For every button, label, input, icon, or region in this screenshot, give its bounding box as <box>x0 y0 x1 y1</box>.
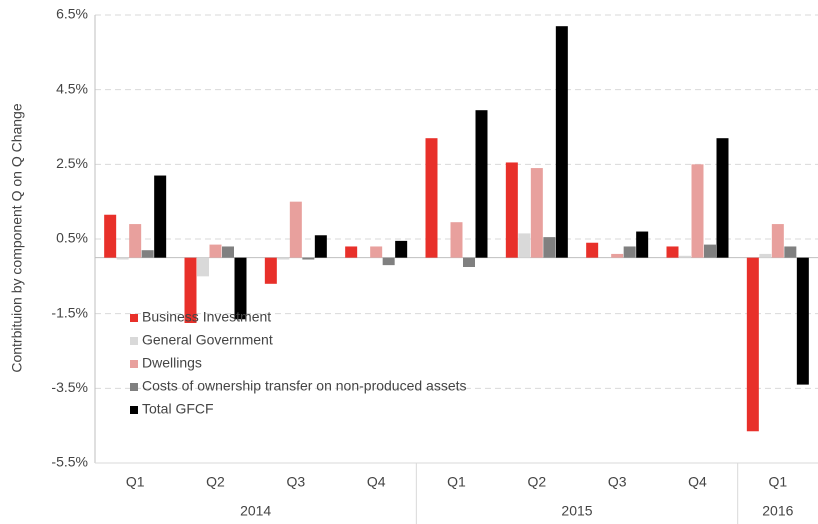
bar <box>530 168 543 258</box>
bar <box>197 257 209 277</box>
bar <box>586 242 599 258</box>
bar <box>370 246 383 258</box>
bar <box>116 257 129 260</box>
bar <box>759 253 772 258</box>
y-tick-label: 4.5% <box>56 80 88 96</box>
bar <box>704 244 716 258</box>
legend-swatch <box>130 383 138 391</box>
legend-swatch <box>130 360 138 368</box>
x-tick-label: Q1 <box>447 474 466 490</box>
bar <box>716 138 729 258</box>
x-tick-label: Q4 <box>688 474 707 490</box>
bar <box>141 250 154 258</box>
bar <box>222 246 234 258</box>
bar <box>314 235 327 258</box>
bar <box>555 26 568 258</box>
legend-label: General Government <box>142 332 273 348</box>
bar <box>771 224 784 258</box>
legend-swatch <box>130 406 138 414</box>
bar <box>518 233 531 258</box>
y-tick-label: 0.5% <box>56 230 88 246</box>
bar <box>382 257 395 266</box>
bar <box>289 201 302 258</box>
bar <box>395 240 408 258</box>
x-tick-label: Q1 <box>768 474 787 490</box>
x-tick-label: Q2 <box>527 474 546 490</box>
legend-label: Total GFCF <box>142 401 214 417</box>
bar <box>796 257 809 385</box>
legend-label: Costs of ownership transfer on non-produ… <box>142 378 467 394</box>
legend-label: Dwellings <box>142 355 202 371</box>
y-tick-label: -3.5% <box>51 379 88 395</box>
bar <box>746 257 759 432</box>
y-tick-label: 6.5% <box>56 6 88 22</box>
bar <box>666 246 679 258</box>
bar <box>104 214 117 258</box>
bar <box>679 255 691 258</box>
bar <box>234 257 247 320</box>
bar <box>209 244 222 258</box>
bar <box>184 257 197 323</box>
y-tick-label: 2.5% <box>56 155 88 171</box>
y-axis-label: Contrbituion by component Q on Q Change <box>9 103 25 372</box>
bar <box>784 246 797 258</box>
bar <box>636 231 649 258</box>
legend-swatch <box>130 337 138 345</box>
bar <box>345 246 358 258</box>
x-tick-label: Q4 <box>367 474 386 490</box>
bar <box>463 257 475 267</box>
x-tick-label: Q3 <box>286 474 305 490</box>
bar <box>691 164 704 258</box>
bar <box>264 257 277 284</box>
x-group-label: 2015 <box>561 503 592 519</box>
bar <box>623 246 636 258</box>
bar <box>475 110 488 258</box>
x-group-label: 2016 <box>762 503 793 519</box>
x-tick-label: Q1 <box>126 474 145 490</box>
bar <box>505 162 518 258</box>
bar <box>129 224 142 258</box>
y-tick-label: -5.5% <box>51 454 88 470</box>
y-tick-label: -1.5% <box>51 304 88 320</box>
x-group-label: 2014 <box>240 503 271 519</box>
bar <box>543 237 556 258</box>
legend-swatch <box>130 314 138 322</box>
legend-label: Business Investment <box>142 309 271 325</box>
bar <box>425 138 438 258</box>
x-tick-label: Q3 <box>608 474 627 490</box>
bar <box>302 257 315 260</box>
bar <box>154 175 167 258</box>
x-tick-label: Q2 <box>206 474 225 490</box>
bar <box>611 253 624 258</box>
bar <box>277 257 290 260</box>
bar <box>450 222 463 258</box>
